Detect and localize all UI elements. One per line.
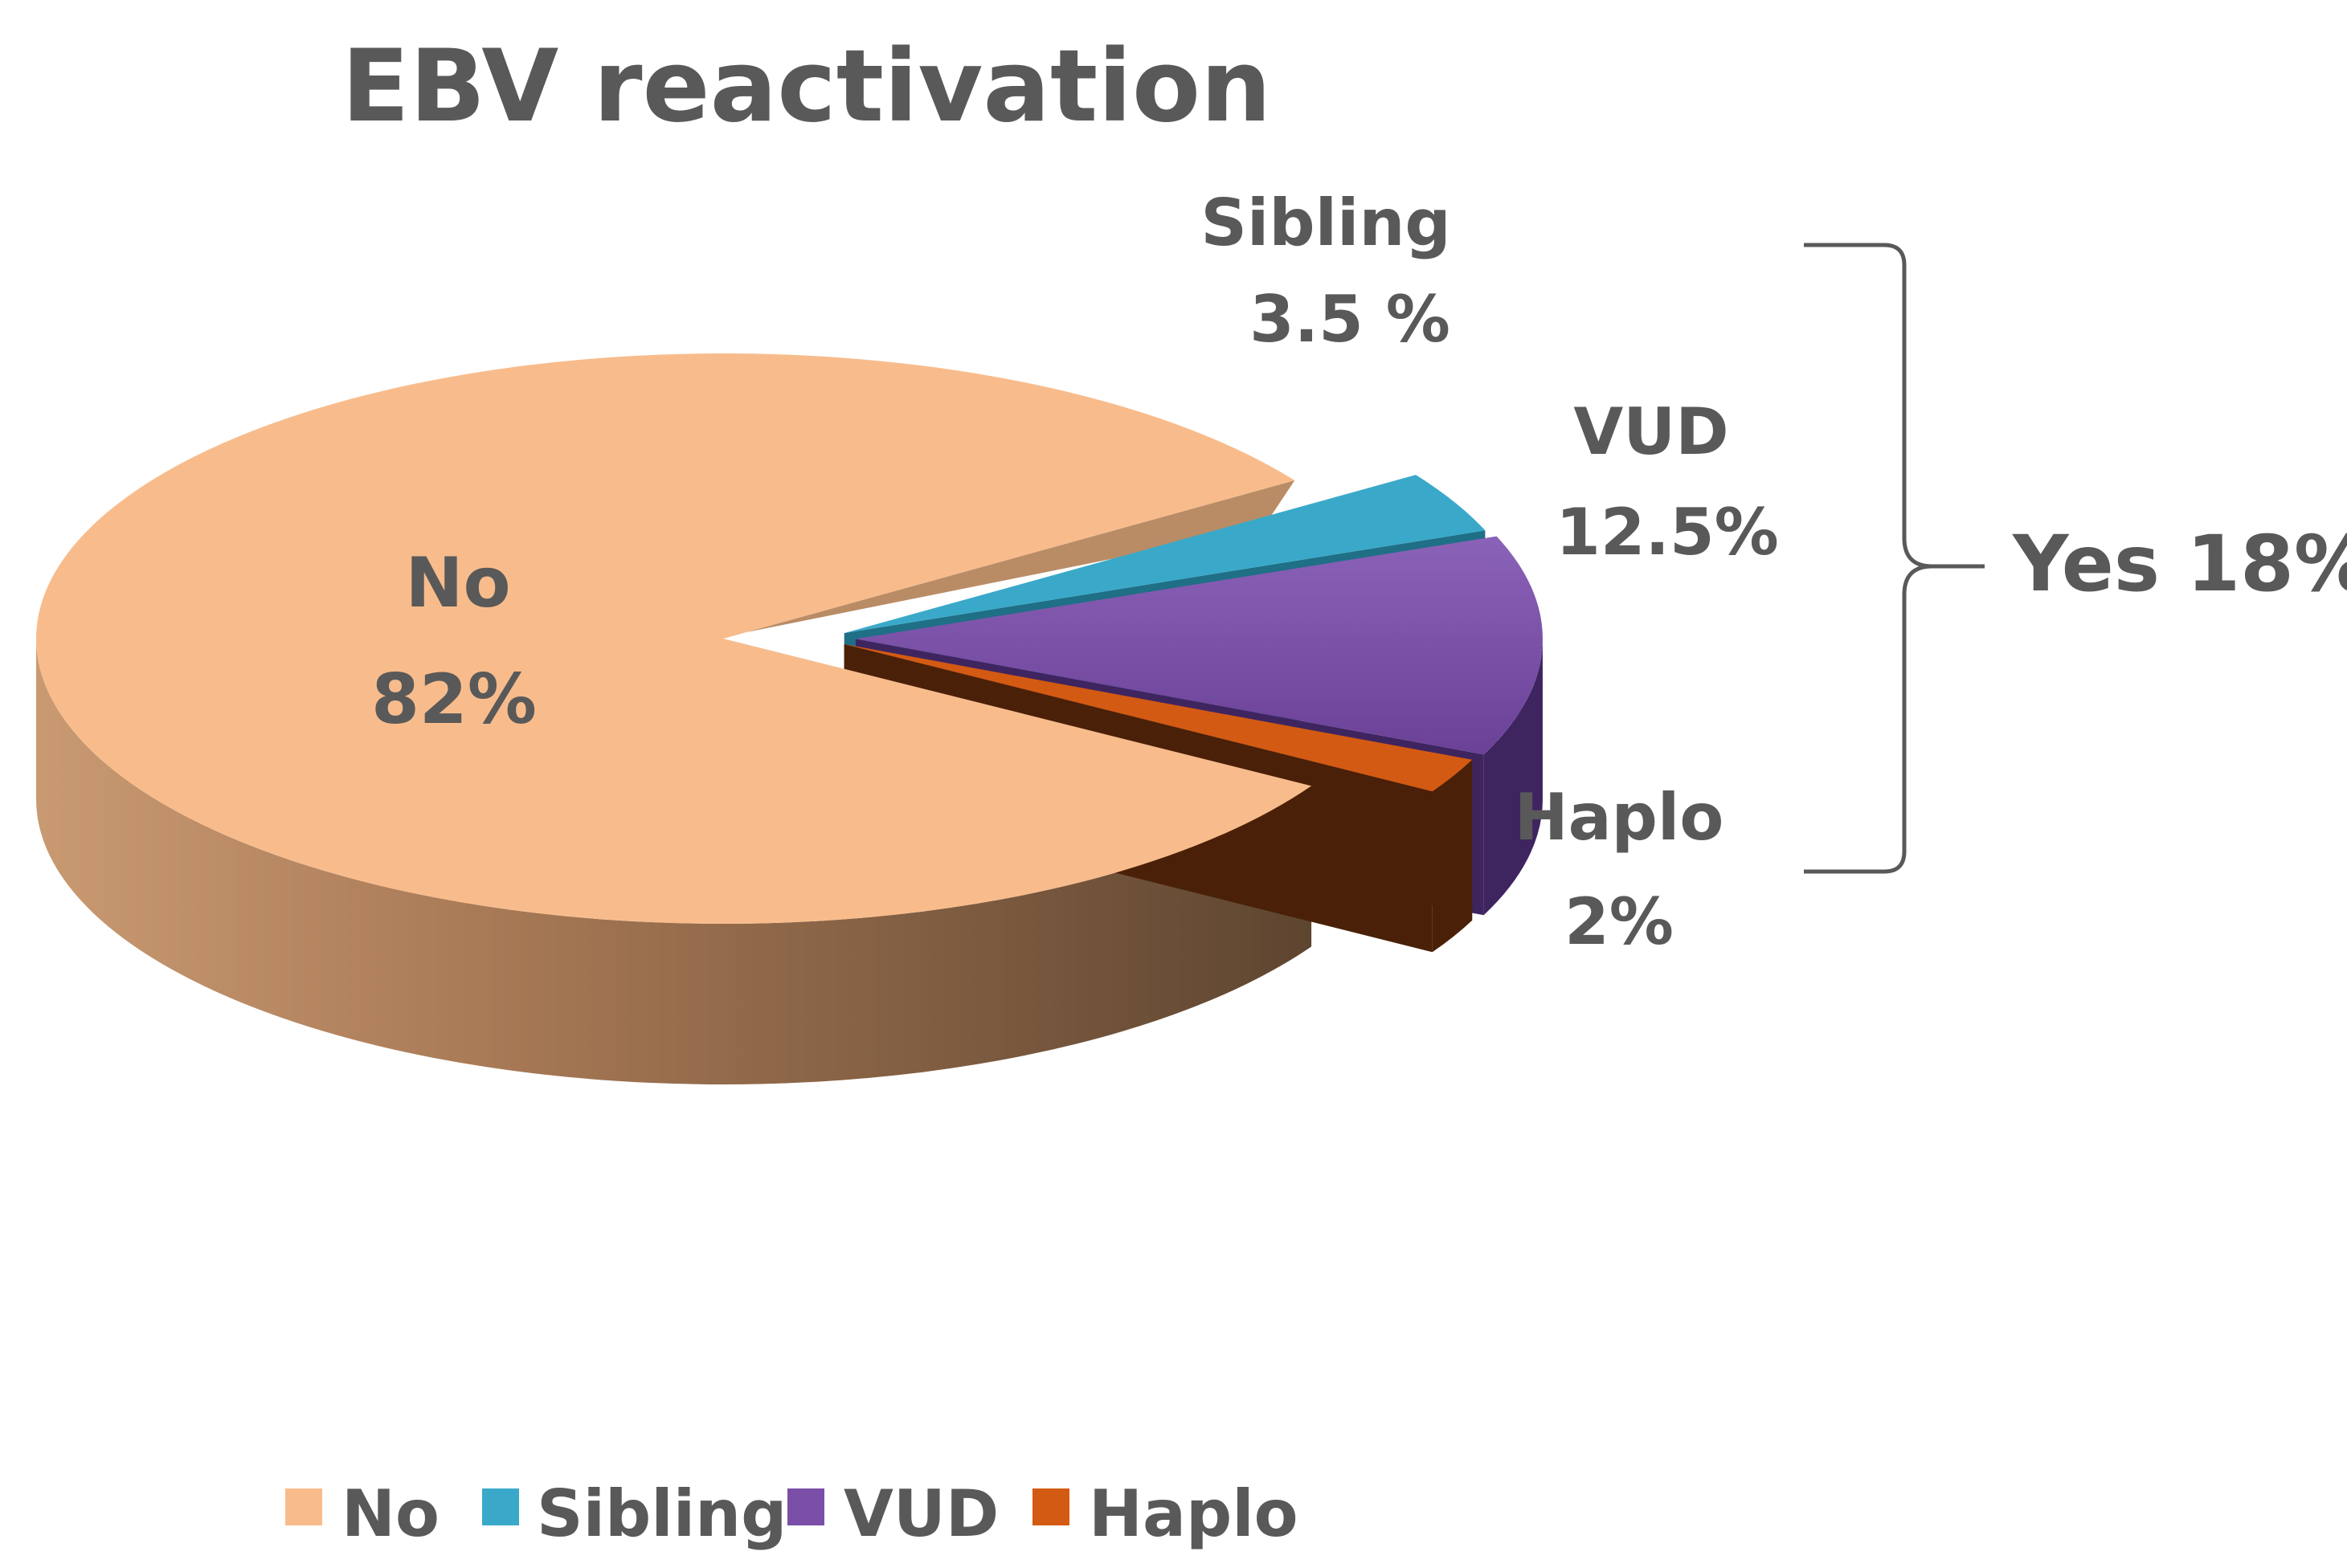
bracket-label: Yes 18% xyxy=(2012,519,2347,609)
slice-label-sibling-name: Sibling xyxy=(1200,186,1450,260)
slice-labels: No 82% Sibling 3.5 % VUD 12.5% Haplo 2% xyxy=(371,186,1779,959)
pie-slice-sibling xyxy=(844,475,1486,634)
legend-label-haplo: Haplo xyxy=(1089,1476,1298,1551)
chart-title: EBV reactivation xyxy=(341,29,1271,145)
legend-swatch-vud xyxy=(787,1488,824,1525)
legend: No Sibling VUD Haplo xyxy=(285,1476,1298,1551)
slice-label-haplo-name: Haplo xyxy=(1515,780,1724,855)
slice-label-no-name: No xyxy=(405,543,510,623)
slice-label-haplo-value: 2% xyxy=(1564,884,1674,959)
pie-side-vud xyxy=(1483,639,1543,916)
slice-label-sibling-value: 3.5 % xyxy=(1249,282,1450,357)
legend-item-haplo: Haplo xyxy=(1032,1476,1298,1551)
legend-label-sibling: Sibling xyxy=(537,1476,787,1551)
legend-swatch-no xyxy=(285,1488,322,1525)
pie-side-haplo xyxy=(1432,759,1473,953)
pie-slice-no xyxy=(35,353,1312,924)
pie-side-no xyxy=(36,639,1312,1085)
legend-item-no: No xyxy=(285,1476,440,1551)
legend-item-sibling: Sibling xyxy=(482,1476,787,1551)
legend-item-vud: VUD xyxy=(787,1476,999,1551)
legend-swatch-sibling xyxy=(482,1488,519,1525)
pie-slice-haplo xyxy=(844,643,1473,792)
slice-label-vud-value: 12.5% xyxy=(1556,495,1779,570)
pie-layer xyxy=(35,353,1543,1085)
legend-label-no: No xyxy=(341,1476,440,1551)
legend-swatch-haplo xyxy=(1032,1488,1069,1525)
yes-bracket xyxy=(1804,243,1985,874)
legend-label-vud: VUD xyxy=(844,1476,999,1551)
slice-label-vud-name: VUD xyxy=(1573,394,1728,469)
pie-slice-vud xyxy=(855,536,1543,755)
slice-label-no-value: 82% xyxy=(371,659,537,740)
